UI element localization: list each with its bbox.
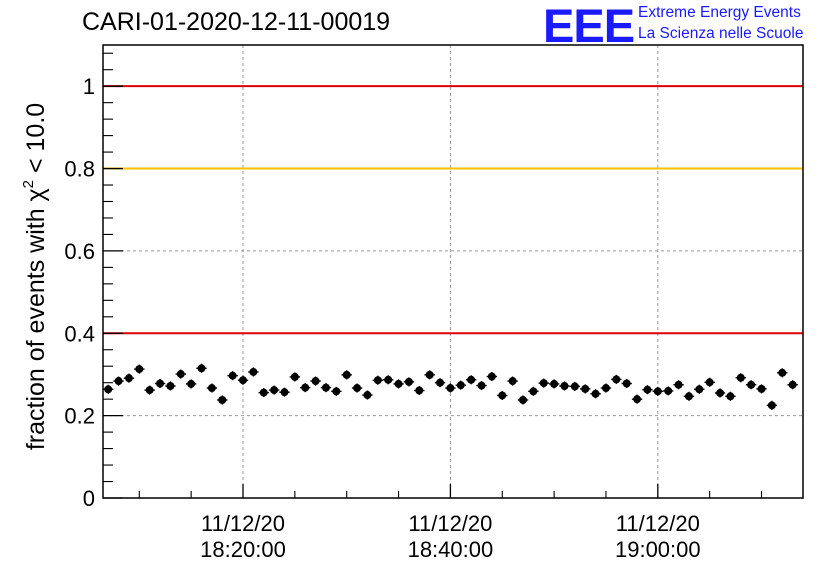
data-point — [684, 392, 693, 401]
data-point — [529, 387, 538, 396]
data-point — [321, 383, 330, 392]
data-point — [135, 365, 144, 374]
data-point — [104, 385, 113, 394]
x-tick-label-time: 18:40:00 — [408, 537, 494, 562]
data-point — [228, 371, 237, 380]
data-point — [653, 387, 662, 396]
data-point — [726, 392, 735, 401]
data-point — [446, 384, 455, 393]
data-point — [539, 379, 548, 388]
x-tick-label-time: 18:20:00 — [200, 537, 286, 562]
data-point — [124, 374, 133, 383]
data-point — [560, 381, 569, 390]
data-point — [425, 370, 434, 379]
data-point — [477, 381, 486, 390]
data-point — [508, 377, 517, 386]
data-point — [695, 385, 704, 394]
data-point — [259, 388, 268, 397]
y-tick-label: 0.2 — [64, 404, 95, 429]
data-point — [218, 395, 227, 404]
data-point — [436, 378, 445, 387]
data-point — [674, 380, 683, 389]
data-point — [249, 367, 258, 376]
data-point — [404, 377, 413, 386]
chart-title: CARI-01-2020-12-11-00019 — [82, 8, 391, 36]
data-point — [643, 385, 652, 394]
ticks — [103, 52, 763, 499]
y-axis-label-sup: 2 — [20, 180, 37, 188]
data-point — [187, 379, 196, 388]
data-point — [114, 377, 123, 386]
tick-labels: 00.20.40.60.8111/12/2018:20:0011/12/2018… — [64, 74, 700, 562]
data-point — [342, 370, 351, 379]
data-point — [301, 383, 310, 392]
grid — [103, 45, 803, 498]
y-tick-label: 0.6 — [64, 239, 95, 264]
data-point — [716, 388, 725, 397]
data-point — [207, 384, 216, 393]
data-point — [156, 379, 165, 388]
reference-lines — [103, 85, 803, 335]
y-axis-label-main: fraction of events with χ — [22, 188, 50, 450]
data-point — [519, 395, 527, 404]
data-point — [280, 388, 289, 397]
x-tick-label-date: 11/12/20 — [616, 511, 700, 536]
data-point — [570, 382, 579, 391]
data-point — [612, 375, 621, 384]
data-point — [197, 364, 206, 373]
data-point — [290, 372, 299, 381]
data-point — [353, 384, 362, 393]
y-tick-label: 0.4 — [64, 321, 95, 346]
x-tick-label-time: 19:00:00 — [615, 537, 701, 562]
data-point — [487, 372, 496, 381]
data-point — [705, 378, 714, 387]
data-point — [788, 380, 797, 389]
logo-line-1: Extreme Energy Events — [638, 4, 801, 21]
y-tick-label: 1 — [83, 74, 95, 99]
data-point — [778, 368, 787, 377]
plot-frame — [102, 44, 804, 499]
x-tick-label-date: 11/12/20 — [408, 511, 492, 536]
data-point — [591, 389, 600, 398]
data-point — [311, 377, 320, 386]
data-point — [363, 391, 372, 400]
data-point — [664, 386, 673, 395]
data-point — [384, 375, 393, 384]
data-point — [456, 381, 465, 390]
eee-logo: EEE — [543, 0, 635, 52]
data-point — [550, 379, 559, 388]
data-points — [103, 363, 798, 410]
data-point — [601, 384, 610, 393]
y-axis-label-tail: < 10.0 — [22, 103, 50, 180]
data-point — [270, 386, 279, 395]
data-point — [145, 386, 154, 395]
data-point — [239, 376, 247, 385]
data-point — [757, 384, 766, 393]
data-point — [498, 391, 507, 400]
data-point — [332, 387, 341, 396]
x-tick-label-date: 11/12/20 — [201, 511, 285, 536]
y-tick-label: 0 — [83, 486, 95, 511]
data-point — [622, 379, 631, 388]
data-point — [736, 373, 745, 382]
y-axis-label: fraction of events with χ2 < 10.0 — [20, 103, 50, 450]
data-point — [633, 395, 642, 404]
data-point — [767, 401, 776, 410]
data-point — [166, 381, 175, 390]
logo-line-2: La Scienza nelle Scuole — [638, 25, 804, 42]
data-point — [747, 380, 756, 389]
data-point — [176, 370, 185, 379]
data-point — [394, 379, 403, 388]
data-point — [373, 376, 382, 385]
y-tick-label: 0.8 — [64, 157, 95, 182]
data-point — [581, 384, 590, 393]
data-point — [467, 375, 476, 384]
data-point — [415, 386, 424, 395]
